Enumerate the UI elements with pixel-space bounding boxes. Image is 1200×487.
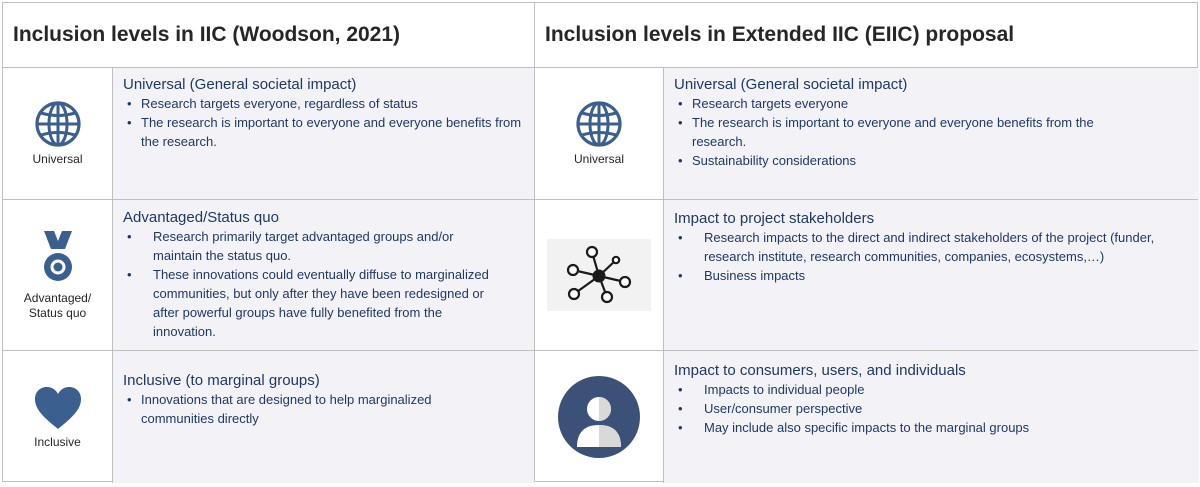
row-title: Impact to consumers, users, and individu… [674,362,966,379]
bullet-item: Sustainability considerations [674,151,1149,170]
bullet-item: May include also specific impacts to the… [674,418,1189,437]
icon-label: Advantaged/ [23,291,92,305]
icon-label: Status quo [28,306,87,320]
bullet-item: User/consumer perspective [674,399,1189,418]
bullet-item: Impacts to individual people [674,380,1189,399]
bullet-item: Research impacts to the direct and indir… [674,228,1169,266]
globe-icon [34,101,81,147]
left-row-universal-icon-cell: Universal [3,68,112,199]
left-icon-divider [112,68,113,483]
right-row-users-icon-cell [535,351,663,483]
row-title: Impact to project stakeholders [674,210,875,227]
bullet-item: Research targets everyone, regardless of… [123,94,524,113]
left-header: Inclusion levels in IIC (Woodson, 2021) [13,23,401,46]
bullet-item: Business impacts [674,266,1169,285]
header-divider [3,67,1197,68]
right-icon-divider [663,68,664,483]
row-title: Advantaged/Status quo [123,209,279,226]
left-row-inclusive-text: Inclusive (to marginal groups) Innovatio… [113,351,534,483]
user-icon [558,376,640,458]
network-icon [566,245,632,304]
row-divider [3,199,1197,200]
left-row-universal-text: Universal (General societal impact) Rese… [113,68,534,199]
bullet-item: The research is important to everyone an… [123,113,524,151]
left-row-advantaged-text: Advantaged/Status quo Research primarily… [113,200,534,350]
icon-label: Inclusive [34,434,81,449]
icon-label: Universal [573,152,624,166]
bullet-item: Research primarily target advantaged gro… [123,227,500,265]
row-divider [3,350,1197,351]
row-title: Inclusive (to marginal groups) [123,372,320,389]
right-row-universal-text: Universal (General societal impact) Rese… [664,68,1199,199]
left-row-advantaged-icon-cell: Advantaged/ Status quo [3,200,112,350]
network-icon-tile [547,239,651,311]
column-divider [534,3,535,481]
row-title: Universal (General societal impact) [674,76,908,93]
medal-icon [43,231,72,281]
right-row-users-text: Impact to consumers, users, and individu… [664,351,1199,483]
heart-icon [34,386,81,429]
bullet-item: The research is important to everyone an… [674,113,1149,151]
right-row-stakeholders-icon-cell [535,200,663,350]
icon-label: Universal [32,152,83,166]
right-row-stakeholders-text: Impact to project stakeholders Research … [664,200,1199,350]
bullet-item: Innovations that are designed to help ma… [123,390,484,428]
right-row-universal-icon-cell: Universal [535,68,663,199]
row-title: Universal (General societal impact) [123,76,357,93]
left-row-inclusive-icon-cell: Inclusive [3,351,112,483]
bullet-item: These innovations could eventually diffu… [123,265,500,341]
globe-icon [576,101,622,147]
right-header: Inclusion levels in Extended IIC (EIIC) … [545,23,1015,46]
bullet-item: Research targets everyone [674,94,1149,113]
